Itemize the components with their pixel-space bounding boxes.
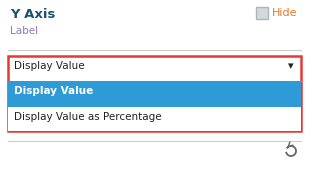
Text: Hide: Hide	[272, 8, 298, 18]
Text: Display Value as Percentage: Display Value as Percentage	[14, 112, 162, 122]
Text: Y Axis: Y Axis	[10, 8, 55, 21]
Text: Label: Label	[10, 26, 38, 36]
FancyBboxPatch shape	[256, 7, 268, 19]
Text: Display Value: Display Value	[14, 86, 93, 96]
Text: ▾: ▾	[288, 61, 294, 71]
FancyBboxPatch shape	[8, 56, 301, 131]
FancyBboxPatch shape	[8, 107, 301, 131]
FancyBboxPatch shape	[8, 81, 301, 107]
Text: Display Value: Display Value	[14, 61, 85, 71]
